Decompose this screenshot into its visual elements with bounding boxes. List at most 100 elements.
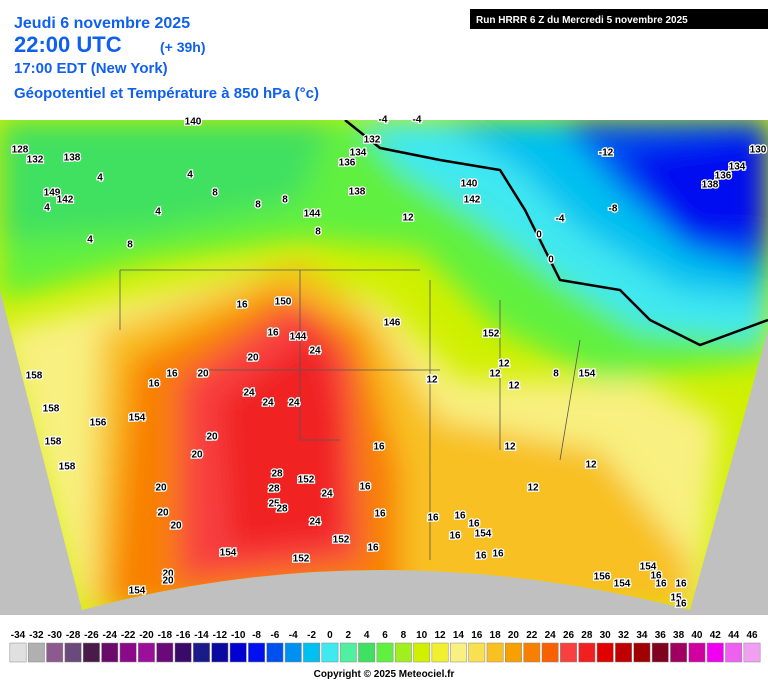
legend-label: 30 xyxy=(600,630,612,641)
legend-label: 40 xyxy=(691,630,703,641)
contour-label: 4 xyxy=(87,235,93,246)
legend-swatch xyxy=(560,642,577,663)
legend-label: -24 xyxy=(103,630,118,641)
contour-label: 25 xyxy=(268,499,280,510)
legend-label: 42 xyxy=(710,630,722,641)
field-name: Géopotentiel et Température à 850 hPa (°… xyxy=(14,85,319,102)
contour-label: 12 xyxy=(402,213,414,224)
contour-label: -4 xyxy=(413,115,422,126)
contour-label: 16 xyxy=(492,549,504,560)
contour-label: 140 xyxy=(461,179,478,190)
contour-label: 152 xyxy=(483,329,500,340)
legend-label: -30 xyxy=(47,630,62,641)
legend-swatch xyxy=(523,642,541,663)
contour-label: 12 xyxy=(508,381,520,392)
legend-label: 0 xyxy=(327,630,333,641)
contour-label: 149 xyxy=(44,188,61,199)
contour-label: 16 xyxy=(267,328,279,339)
legend-label: -32 xyxy=(29,630,44,641)
legend-label: 14 xyxy=(453,630,465,641)
legend-swatch xyxy=(505,642,522,663)
legend-label: 46 xyxy=(746,630,758,641)
copyright: Copyright © 2025 Meteociel.fr xyxy=(314,669,455,680)
legend-label: 6 xyxy=(382,630,388,641)
contour-label: 140 xyxy=(185,117,202,128)
contour-label: 150 xyxy=(275,297,292,308)
contour-label: 24 xyxy=(243,388,255,399)
contour-label: 20 xyxy=(197,369,209,380)
contour-label: 15 xyxy=(670,593,682,604)
legend-label: 16 xyxy=(471,630,483,641)
contour-label: -12 xyxy=(599,148,614,159)
legend-label: -4 xyxy=(289,630,298,641)
legend-swatch xyxy=(670,642,688,663)
legend-label: 10 xyxy=(416,630,428,641)
contour-label: 152 xyxy=(333,535,350,546)
legend-label: -6 xyxy=(270,630,279,641)
contour-label: 154 xyxy=(129,413,146,424)
date: Jeudi 6 novembre 2025 xyxy=(14,15,190,32)
contour-label: 16 xyxy=(650,571,662,582)
contour-label: 8 xyxy=(553,369,559,380)
contour-label: 16 xyxy=(374,509,386,520)
legend-swatch xyxy=(633,642,651,663)
contour-label: 138 xyxy=(64,153,81,164)
contour-label: 20 xyxy=(157,508,169,519)
contour-label: 158 xyxy=(43,404,60,415)
contour-label: 158 xyxy=(59,462,76,473)
local-time: 17:00 EDT (New York) xyxy=(14,60,168,77)
contour-label: 16 xyxy=(373,442,385,453)
legend-label: -14 xyxy=(194,630,209,641)
contour-label: 158 xyxy=(45,437,62,448)
legend-swatch xyxy=(321,642,339,663)
legend-label: 34 xyxy=(636,630,648,641)
contour-label: 12 xyxy=(498,359,510,370)
contour-label: 154 xyxy=(220,548,237,559)
legend-label: 20 xyxy=(508,630,520,641)
contour-label: 4 xyxy=(187,170,193,181)
legend-swatch xyxy=(486,642,504,663)
contour-label: 20 xyxy=(191,450,203,461)
contour-label: 0 xyxy=(536,230,542,241)
legend-swatch xyxy=(431,642,449,663)
contour-label: 152 xyxy=(293,554,310,565)
legend-label: 12 xyxy=(434,630,446,641)
contour-label: 136 xyxy=(715,171,732,182)
legend-swatch xyxy=(688,642,706,663)
legend-label: -22 xyxy=(121,630,136,641)
contour-label: -4 xyxy=(556,214,565,225)
contour-label: 20 xyxy=(206,432,218,443)
contour-label: 4 xyxy=(44,203,50,214)
legend-label: 26 xyxy=(563,630,575,641)
legend-swatch xyxy=(376,642,394,663)
contour-label: 24 xyxy=(309,517,321,528)
legend-label: 2 xyxy=(346,630,352,641)
legend-swatch xyxy=(9,642,27,663)
legend-label: 24 xyxy=(545,630,557,641)
legend-swatch xyxy=(229,642,247,663)
legend-swatch xyxy=(284,642,302,663)
legend-swatch xyxy=(468,642,486,663)
contour-label: 20 xyxy=(170,521,182,532)
legend-swatch xyxy=(248,642,265,663)
legend-swatch xyxy=(303,642,321,663)
contour-label: 16 xyxy=(166,369,178,380)
contour-label: 28 xyxy=(276,504,288,515)
legend-swatch xyxy=(211,642,229,663)
contour-label: 24 xyxy=(288,398,300,409)
legend-label: -18 xyxy=(158,630,173,641)
legend-swatch xyxy=(596,642,614,663)
legend-label: -20 xyxy=(139,630,154,641)
legend-swatch xyxy=(725,642,743,663)
contour-label: 132 xyxy=(27,155,44,166)
legend-swatch xyxy=(706,642,724,663)
contour-label: 154 xyxy=(579,369,596,380)
contour-label: 16 xyxy=(675,599,687,610)
contour-label: 28 xyxy=(268,484,280,495)
legend-label: -28 xyxy=(66,630,81,641)
lead-time: (+ 39h) xyxy=(160,39,206,55)
contour-label: 142 xyxy=(57,195,74,206)
contour-label: 24 xyxy=(262,398,274,409)
contour-label: 12 xyxy=(489,369,501,380)
